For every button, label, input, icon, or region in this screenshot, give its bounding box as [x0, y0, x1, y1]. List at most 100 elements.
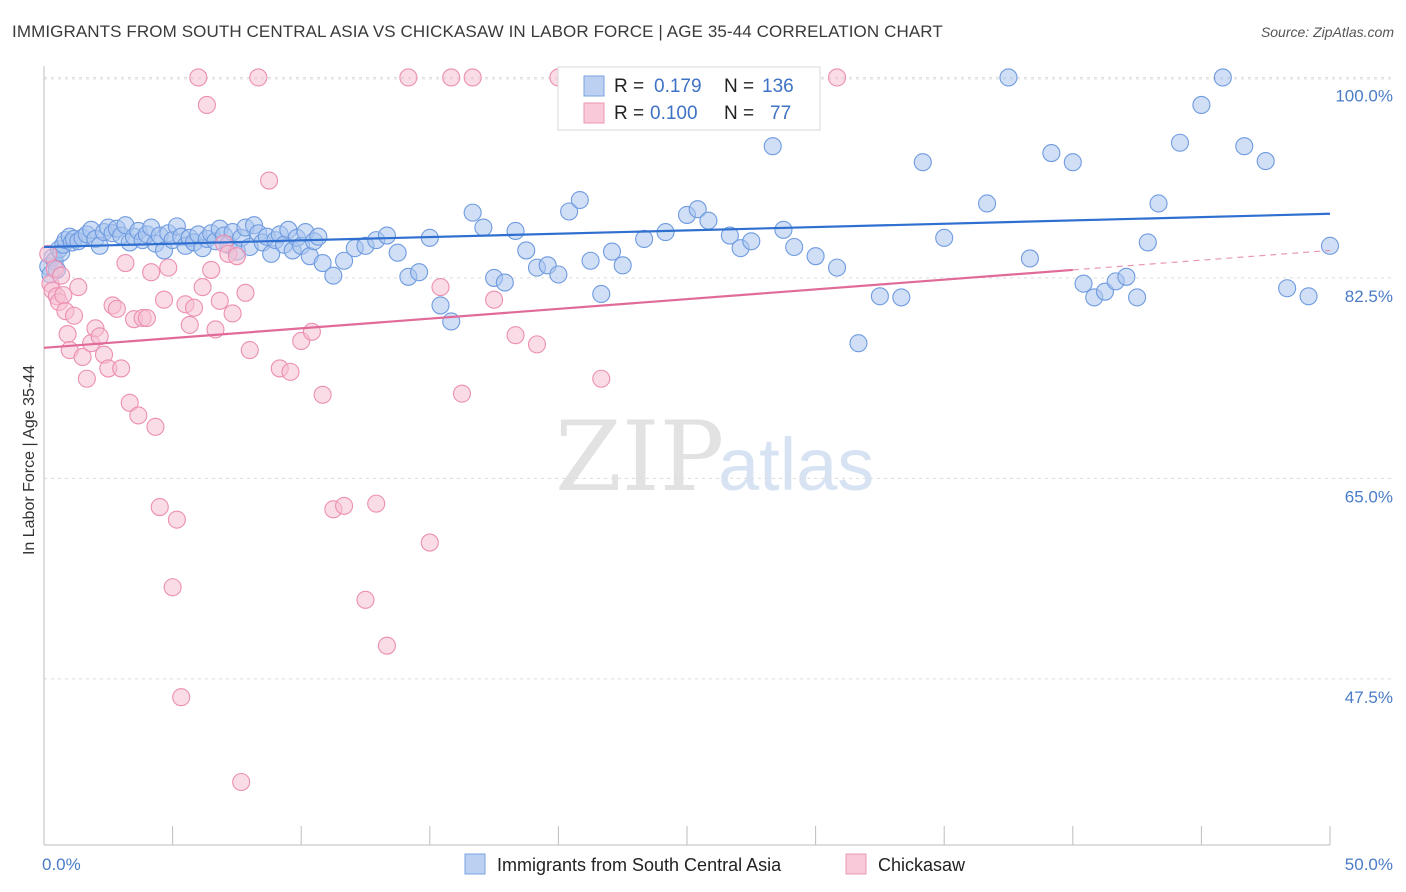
series-0-points	[39, 68, 1340, 353]
legend-n-label-blue: N =	[724, 76, 754, 97]
point-s1-38	[180, 315, 199, 334]
point-s0-130	[1213, 68, 1232, 87]
legend-box: R = 0.179 N = 136 R = 0.100 N = 77	[557, 66, 821, 131]
trend-line-1	[43, 268, 1073, 349]
point-s0-97	[635, 229, 654, 249]
point-s1-65	[399, 68, 418, 87]
point-s1-0	[39, 244, 58, 263]
point-s0-107	[785, 237, 804, 257]
point-s0-109	[827, 258, 847, 277]
point-s0-95	[602, 242, 622, 261]
point-s0-120	[1074, 274, 1093, 293]
point-s0-110	[849, 334, 868, 353]
legend-r-label-blue: R =	[614, 76, 644, 97]
legend-n-value-blue: 136	[762, 76, 794, 97]
point-s0-69	[313, 253, 332, 273]
y-tick-label-3: 100.0%	[1335, 86, 1393, 105]
series-legend-swatch-blue	[464, 853, 486, 875]
point-s0-113	[913, 153, 932, 172]
x-tick-label-0: 0.0%	[42, 855, 81, 874]
point-s1-33	[159, 258, 178, 277]
point-s0-78	[410, 263, 429, 282]
point-s1-6	[52, 266, 71, 285]
point-s1-66	[420, 533, 439, 552]
series-legend: Immigrants from South Central Asia Chick…	[464, 853, 966, 875]
point-s1-42	[197, 95, 216, 114]
point-s1-13	[73, 347, 92, 367]
point-s0-135	[1320, 236, 1340, 255]
point-s1-51	[236, 283, 255, 302]
point-s0-76	[388, 243, 407, 262]
point-s1-35	[167, 510, 186, 529]
point-s1-39	[184, 298, 204, 317]
point-s1-22	[112, 359, 131, 378]
point-s0-75	[377, 226, 396, 245]
x-tick-labels: 0.0% 50.0%	[42, 855, 1393, 874]
point-s0-132	[1256, 152, 1275, 171]
point-s1-14	[77, 369, 96, 388]
point-s1-9	[58, 325, 77, 344]
point-s0-102	[720, 226, 739, 245]
point-s0-94	[592, 284, 611, 304]
point-s0-116	[999, 68, 1018, 87]
point-s0-70	[324, 266, 343, 285]
point-s1-76	[827, 68, 847, 87]
point-s0-125	[1128, 288, 1147, 307]
point-s0-85	[495, 273, 514, 292]
series-legend-label-blue: Immigrants from South Central Asia	[497, 855, 782, 875]
point-s1-62	[356, 590, 375, 609]
point-s0-104	[742, 232, 761, 251]
point-s0-96	[613, 256, 632, 275]
trend-line-0	[43, 212, 1331, 249]
point-s1-73	[527, 335, 547, 354]
trend-lines	[43, 212, 1331, 349]
point-s1-58	[302, 322, 321, 341]
point-s0-105	[763, 137, 782, 156]
point-s0-111	[870, 287, 889, 306]
point-s0-80	[431, 296, 450, 315]
legend-n-label-pink: N =	[724, 103, 754, 124]
y-tick-label-1: 65.0%	[1345, 487, 1393, 506]
watermark-zip: ZIP	[555, 401, 724, 513]
point-s1-52	[240, 341, 259, 360]
point-s1-67	[431, 278, 450, 297]
point-s1-32	[154, 290, 174, 309]
point-s1-71	[485, 290, 504, 309]
point-s0-126	[1138, 233, 1157, 252]
y-tick-label-2: 82.5%	[1345, 287, 1393, 306]
series-legend-swatch-pink	[845, 853, 867, 875]
point-s1-61	[335, 496, 354, 515]
point-s0-108	[806, 247, 825, 266]
point-s0-106	[774, 220, 793, 239]
point-s1-49	[227, 247, 246, 266]
point-s0-133	[1278, 279, 1297, 298]
point-s0-87	[517, 241, 536, 260]
x-tick-label-1: 50.0%	[1345, 855, 1393, 874]
legend-swatch-blue	[583, 75, 605, 97]
y-tick-label-0: 47.5%	[1345, 688, 1393, 707]
gridlines	[44, 76, 1395, 680]
point-s0-119	[1063, 153, 1082, 172]
point-s1-41	[193, 278, 212, 297]
chart-title: IMMIGRANTS FROM SOUTH CENTRAL ASIA VS CH…	[12, 22, 943, 41]
point-s1-30	[146, 417, 165, 436]
point-s0-68	[309, 227, 328, 246]
point-s0-115	[978, 194, 997, 213]
point-s0-127	[1149, 194, 1168, 213]
watermark-atlas: atlas	[718, 423, 874, 506]
point-s1-53	[249, 68, 268, 87]
point-s0-100	[688, 200, 707, 219]
series-legend-label-pink: Chickasaw	[878, 855, 966, 875]
point-s1-75	[592, 369, 611, 388]
point-s1-11	[64, 306, 84, 325]
data-points	[39, 68, 1340, 792]
point-s1-28	[137, 308, 156, 328]
point-s1-70	[463, 68, 482, 87]
point-s1-12	[69, 278, 88, 297]
point-s1-23	[116, 253, 135, 273]
point-s0-71	[335, 251, 354, 270]
trend-line-ext-1	[1072, 249, 1331, 271]
point-s0-117	[1020, 249, 1039, 268]
point-s0-129	[1192, 95, 1211, 114]
